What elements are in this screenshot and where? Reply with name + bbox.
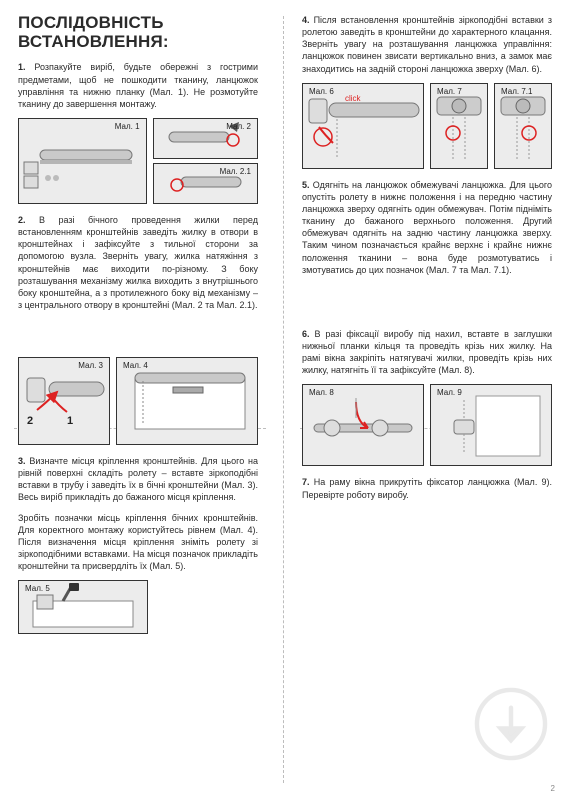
figure-8-label: Мал. 8 xyxy=(309,388,334,397)
figure-1: Мал. 1 xyxy=(18,118,147,204)
figure-row-2: Мал. 3 2 1 Мал. 4 xyxy=(18,357,258,445)
figure-7-1: Мал. 7.1 xyxy=(494,83,552,169)
instruction-page: ПОСЛІДОВНІСТЬ ВСТАНОВЛЕННЯ: 1. Розпакуйт… xyxy=(0,0,565,799)
figure-row-1: Мал. 1 Мал. 2 xyxy=(18,118,258,204)
step-6: 6. В разі фіксації виробу під нахил, вст… xyxy=(302,328,552,377)
figure-2-1: Мал. 2.1 xyxy=(153,163,258,204)
figure-4-svg xyxy=(117,361,257,441)
figure-3-label: Мал. 3 xyxy=(78,361,103,370)
step-4: 4. Після встановлення кронштейнів зіркоп… xyxy=(302,14,552,75)
figure-2-1-label: Мал. 2.1 xyxy=(220,167,251,176)
step-3b-text: Зробіть позначки місць кріплення бічних … xyxy=(18,513,258,572)
figure-7-svg xyxy=(431,87,487,165)
figure-9-svg xyxy=(436,388,546,462)
figure-6: Мал. 6 click xyxy=(302,83,424,169)
figure-7-1-label: Мал. 7.1 xyxy=(501,87,532,96)
figure-1-svg xyxy=(22,126,142,196)
step-7: 7. На раму вікна прикрутіть фіксатор лан… xyxy=(302,476,552,500)
figure-8: Мал. 8 xyxy=(302,384,424,466)
right-column: 4. Після встановлення кронштейнів зіркоп… xyxy=(280,0,565,799)
figure-4-label: Мал. 4 xyxy=(123,361,148,370)
step-5-text: Одягніть на ланцюжок обмежувачі ланцюжка… xyxy=(302,180,552,275)
svg-text:1: 1 xyxy=(67,415,73,427)
spacer xyxy=(18,319,258,351)
figure-6-svg: click xyxy=(303,87,423,165)
figure-7-1-svg xyxy=(495,87,551,165)
figure-2-stack: Мал. 2 Мал. 2.1 xyxy=(153,118,258,204)
figure-4: Мал. 4 xyxy=(116,357,258,445)
step-4-text: Після встановлення кронштейнів зіркоподі… xyxy=(302,15,552,74)
step-2-text: В разі бічного проведення жилки перед вс… xyxy=(18,215,258,310)
figure-3: Мал. 3 2 1 xyxy=(18,357,110,445)
page-title: ПОСЛІДОВНІСТЬ ВСТАНОВЛЕННЯ: xyxy=(18,14,258,51)
svg-text:2: 2 xyxy=(27,415,33,427)
figure-2: Мал. 2 xyxy=(153,118,258,159)
step-3a: 3. Визначте місця кріплення кронштейнів.… xyxy=(18,455,258,504)
figure-row-5: Мал. 8 Мал. 9 xyxy=(302,384,552,466)
figure-8-svg xyxy=(308,388,418,462)
step-3a-text: Визначте місця кріплення кронштейнів. Дл… xyxy=(18,456,258,502)
spacer-2 xyxy=(302,284,552,328)
watermark-icon xyxy=(474,687,548,761)
step-2: 2. В разі бічного проведення жилки перед… xyxy=(18,214,258,311)
figure-row-3: Мал. 5 xyxy=(18,580,258,634)
figure-1-label: Мал. 1 xyxy=(115,122,140,131)
figure-9: Мал. 9 xyxy=(430,384,552,466)
step-1: 1. Розпакуйте виріб, будьте обережні з г… xyxy=(18,61,258,110)
step-7-text: На раму вікна прикрутіть фіксатор ланцюж… xyxy=(302,477,552,499)
figure-5-label: Мал. 5 xyxy=(25,584,50,593)
figure-9-label: Мал. 9 xyxy=(437,388,462,397)
figure-5: Мал. 5 xyxy=(18,580,148,634)
left-column: ПОСЛІДОВНІСТЬ ВСТАНОВЛЕННЯ: 1. Розпакуйт… xyxy=(0,0,280,799)
step-6-text: В разі фіксації виробу під нахил, вставт… xyxy=(302,329,552,375)
step-1-text: Розпакуйте виріб, будьте обережні з гост… xyxy=(18,62,258,108)
figure-3-svg: 2 1 xyxy=(19,362,109,440)
figure-6-label: Мал. 6 xyxy=(309,87,334,96)
step-5: 5. Одягніть на ланцюжок обмежувачі ланцю… xyxy=(302,179,552,276)
figure-7: Мал. 7 xyxy=(430,83,488,169)
figure-7-label: Мал. 7 xyxy=(437,87,462,96)
click-label: click xyxy=(345,94,362,103)
page-number: 2 xyxy=(551,784,555,793)
step-3b: Зробіть позначки місць кріплення бічних … xyxy=(18,512,258,573)
figure-row-4: Мал. 6 click Мал. 7 xyxy=(302,83,552,169)
figure-2-label: Мал. 2 xyxy=(226,122,251,131)
